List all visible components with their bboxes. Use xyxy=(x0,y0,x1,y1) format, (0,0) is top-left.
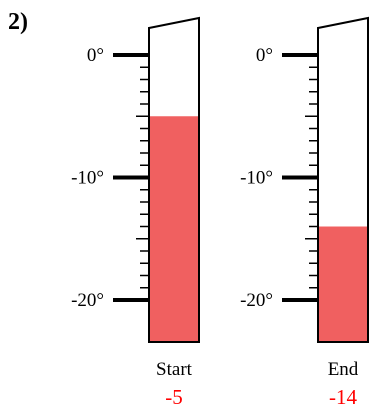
scale-label: -10° xyxy=(71,168,104,189)
problem-number: 2) xyxy=(8,9,28,35)
scale-label: -10° xyxy=(240,168,273,189)
thermometer-fill-end xyxy=(318,226,368,342)
thermometer-tube-start xyxy=(148,16,200,343)
scale-label: 0° xyxy=(256,45,273,66)
thermometer-fill-start xyxy=(149,116,199,342)
thermometer-name-start: Start xyxy=(156,359,193,380)
thermometer-tube-end xyxy=(317,16,369,343)
thermometer-name-end: End xyxy=(328,359,359,380)
scale-label: -20° xyxy=(240,290,273,311)
scale-label: -20° xyxy=(71,290,104,311)
thermometer-value-start: -5 xyxy=(165,385,183,409)
scale-label: 0° xyxy=(87,45,104,66)
thermometer-value-end: -14 xyxy=(329,385,357,409)
